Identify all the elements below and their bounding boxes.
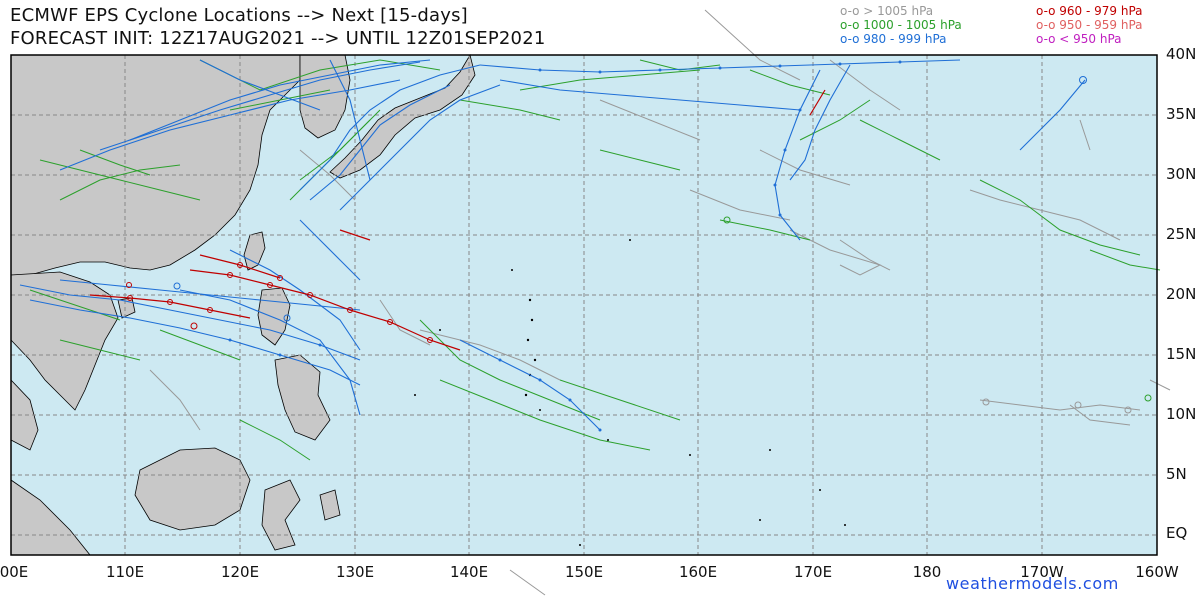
- lon-label-160e: 160E: [678, 563, 718, 581]
- land-taiwan: [243, 231, 266, 271]
- lon-label-130e: 130E: [335, 563, 375, 581]
- lon-label-150e: 150E: [564, 563, 604, 581]
- lat-label-15n: 15N: [1166, 345, 1197, 363]
- lat-label-eq: EQ: [1166, 524, 1188, 542]
- legend-gt-1005: o-o > 1005 hPa: [840, 4, 934, 18]
- legend-980-999: o-o 980 - 999 hPa: [840, 32, 947, 46]
- legend-lt-950: o-o < 950 hPa: [1036, 32, 1122, 46]
- pacific-islands: [414, 239, 846, 546]
- track-markers-red: [126, 262, 433, 343]
- lat-label-40n: 40N: [1166, 45, 1197, 63]
- lat-label-10n: 10N: [1166, 405, 1197, 423]
- legend-1000-1005: o-o 1000 - 1005 hPa: [840, 18, 962, 32]
- credit-watermark[interactable]: weathermodels.com: [946, 574, 1119, 593]
- legend-left: o-o > 1005 hPa o-o 1000 - 1005 hPa o-o 9…: [840, 4, 962, 46]
- lat-label-20n: 20N: [1166, 285, 1197, 303]
- lat-label-5n: 5N: [1166, 465, 1187, 483]
- lon-label-100e: 00E: [0, 563, 29, 581]
- lon-label-120e: 120E: [220, 563, 260, 581]
- lon-label-170w: 170W: [1020, 563, 1064, 581]
- land-sulawesi: [261, 479, 301, 551]
- land-halmahera: [319, 489, 341, 521]
- legend-960-979: o-o 960 - 979 hPa: [1036, 4, 1143, 18]
- legend-right: o-o 960 - 979 hPa o-o 950 - 959 hPa o-o …: [1036, 4, 1143, 46]
- track-markers-blue: [228, 60, 902, 432]
- track-markers-open: [173, 76, 1152, 414]
- tracks-red: [89, 89, 826, 351]
- legend-950-959: o-o 950 - 959 hPa: [1036, 18, 1143, 32]
- tracks-green: [29, 59, 1161, 461]
- map-title: ECMWF EPS Cyclone Locations --> Next [15…: [10, 5, 468, 26]
- lon-label-110e: 110E: [105, 563, 145, 581]
- land-china: [10, 54, 301, 276]
- lon-label-160w: 160W: [1135, 563, 1179, 581]
- lon-label-180: 180: [912, 563, 942, 581]
- lon-label-170e: 170E: [793, 563, 833, 581]
- lat-label-30n: 30N: [1166, 165, 1197, 183]
- lon-label-140e: 140E: [449, 563, 489, 581]
- lat-label-35n: 35N: [1166, 105, 1197, 123]
- map-frame: [10, 54, 1158, 556]
- tracks-grey: [149, 9, 1171, 596]
- lat-label-25n: 25N: [1166, 225, 1197, 243]
- forecast-init-subtitle: FORECAST INIT: 12Z17AUG2021 --> UNTIL 12…: [10, 28, 546, 49]
- graticule: [11, 55, 1157, 555]
